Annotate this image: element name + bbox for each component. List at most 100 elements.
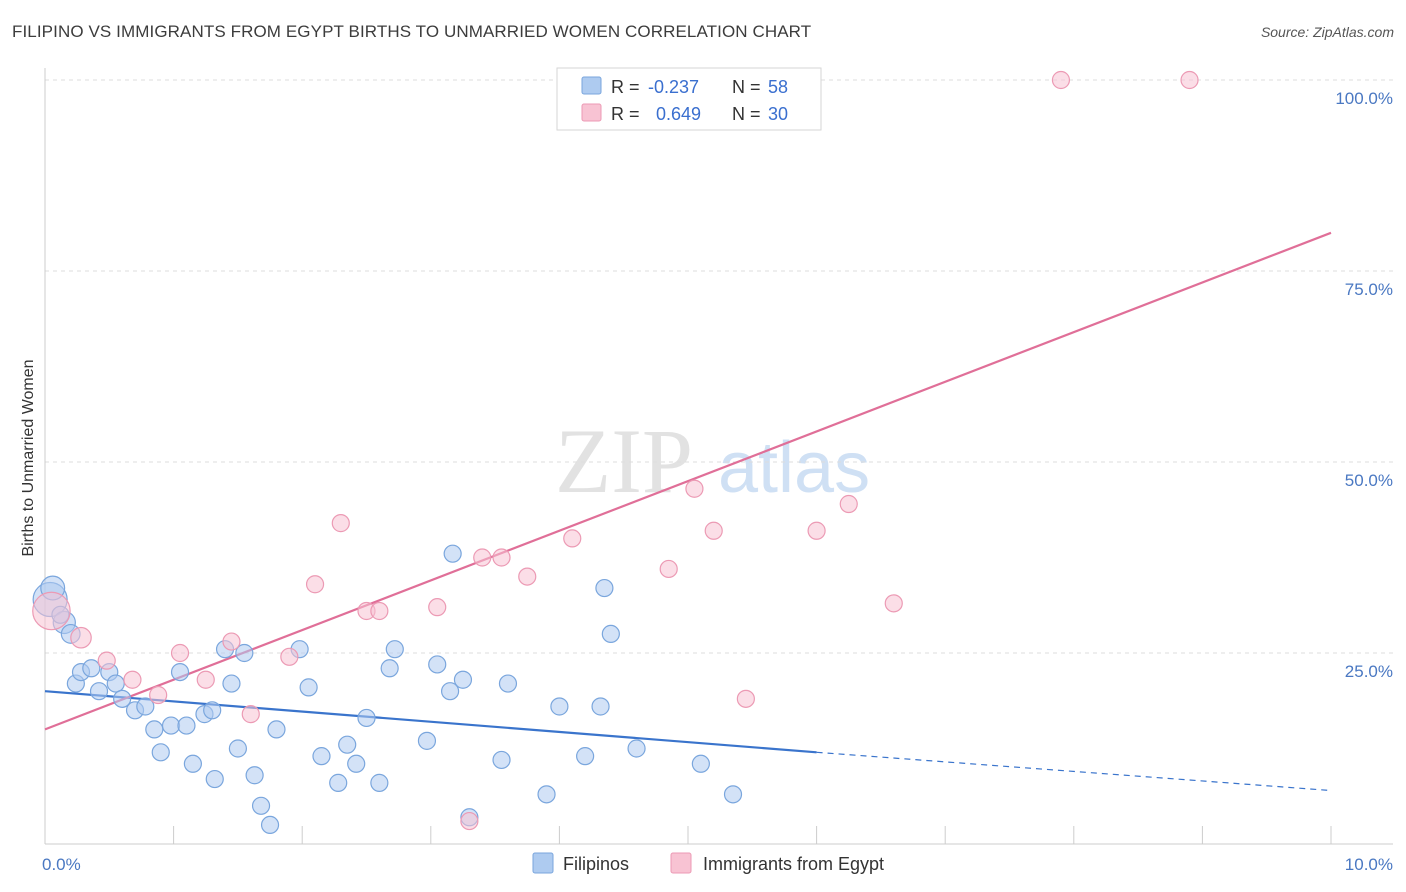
y-tick-label-2: 75.0% xyxy=(1345,280,1393,299)
egypt-point-4 xyxy=(149,685,168,705)
filipinos-point-38 xyxy=(385,640,404,659)
legend-n-label-egypt: N = xyxy=(732,104,761,124)
filipinos-point-37 xyxy=(380,659,399,678)
filipinos-point-8 xyxy=(106,674,125,693)
filipinos-point-34 xyxy=(347,754,366,773)
filipinos-point-53 xyxy=(627,739,646,758)
trend-line-filipinos xyxy=(44,690,817,754)
filipinos-point-12 xyxy=(145,720,164,739)
egypt-point-11 xyxy=(331,514,350,533)
trend-line-filipinos-extension xyxy=(816,751,1332,792)
egypt-point-10 xyxy=(305,575,325,594)
filipinos-point-35 xyxy=(357,708,376,728)
filipinos-point-27 xyxy=(260,815,280,835)
filipinos-point-40 xyxy=(428,655,447,674)
axes xyxy=(44,68,1393,845)
filipinos-point-20 xyxy=(205,769,224,789)
egypt-point-20 xyxy=(659,559,678,579)
egypt-point-17 xyxy=(492,548,511,567)
filipinos-point-24 xyxy=(235,643,254,663)
grid-lines xyxy=(45,79,1393,654)
egypt-point-6 xyxy=(196,670,215,689)
y-tick-label-3: 100.0% xyxy=(1335,89,1393,108)
egypt-point-24 xyxy=(807,521,826,540)
filipinos-point-41 xyxy=(440,682,460,701)
egypt-point-21 xyxy=(685,479,704,498)
bottom-legend-label-egypt: Immigrants from Egypt xyxy=(703,854,884,874)
filipinos-point-25 xyxy=(245,766,264,785)
data-points xyxy=(32,70,1199,835)
legend-n-label-filipinos: N = xyxy=(732,77,761,97)
watermark-zip: ZIP xyxy=(555,410,693,512)
filipinos-point-36 xyxy=(370,773,389,792)
legend-n-value-filipinos: 58 xyxy=(768,77,788,97)
filipinos-point-31 xyxy=(312,747,331,766)
filipinos-point-54 xyxy=(691,754,710,773)
bottom-legend-swatch-egypt xyxy=(670,852,692,874)
filipinos-point-19 xyxy=(203,701,222,720)
egypt-point-2 xyxy=(97,651,116,670)
y-tick-label-0: 25.0% xyxy=(1345,662,1393,681)
series-filipinos xyxy=(32,544,743,835)
egypt-point-7 xyxy=(222,632,241,651)
chart-title: FILIPINO VS IMMIGRANTS FROM EGYPT BIRTHS… xyxy=(12,22,812,41)
source-credit: Source: ZipAtlas.com xyxy=(1260,24,1394,40)
filipinos-point-30 xyxy=(299,678,318,697)
filipinos-point-11 xyxy=(136,697,155,716)
egypt-point-13 xyxy=(370,601,389,621)
y-tick-label-1: 50.0% xyxy=(1345,471,1393,490)
egypt-point-22 xyxy=(704,521,723,540)
filipinos-point-52 xyxy=(601,624,620,644)
legend-r-label-egypt: R = xyxy=(611,104,640,124)
trend-lines xyxy=(44,231,1332,792)
trend-line-egypt xyxy=(44,231,1332,731)
egypt-point-1 xyxy=(70,626,92,649)
egypt-point-19 xyxy=(563,529,582,548)
filipinos-point-51 xyxy=(595,578,614,598)
filipinos-point-13 xyxy=(151,743,170,762)
filipinos-point-28 xyxy=(267,720,286,739)
filipinos-point-48 xyxy=(550,697,569,716)
series-egypt xyxy=(32,70,1199,831)
filipinos-point-22 xyxy=(222,674,241,693)
correlation-legend: R = -0.237 N = 58 R = 0.649 N = 30 xyxy=(556,67,822,131)
filipinos-point-43 xyxy=(453,670,473,689)
filipinos-point-49 xyxy=(576,747,595,766)
filipinos-point-16 xyxy=(177,716,196,735)
filipinos-point-15 xyxy=(170,662,190,682)
filipinos-point-6 xyxy=(89,682,109,701)
egypt-point-26 xyxy=(884,594,903,613)
egypt-point-25 xyxy=(839,494,858,514)
filipinos-point-55 xyxy=(723,785,743,804)
filipinos-point-39 xyxy=(417,731,437,750)
egypt-point-23 xyxy=(736,689,755,708)
egypt-point-14 xyxy=(428,598,447,617)
filipinos-point-46 xyxy=(498,674,518,693)
filipinos-point-33 xyxy=(338,735,357,754)
filipinos-point-17 xyxy=(183,754,202,773)
legend-swatch-filipinos xyxy=(581,76,602,95)
filipinos-point-32 xyxy=(329,773,348,792)
bottom-legend-label-filipinos: Filipinos xyxy=(563,854,629,874)
egypt-point-8 xyxy=(241,705,260,724)
x-tick-label-0: 0.0% xyxy=(42,855,81,874)
egypt-point-15 xyxy=(460,811,479,831)
filipinos-point-9 xyxy=(113,689,132,708)
filipinos-point-14 xyxy=(161,716,181,735)
y-axis-label: Births to Unmarried Women xyxy=(20,359,37,556)
legend-swatch-egypt xyxy=(581,103,602,122)
egypt-point-9 xyxy=(280,647,299,666)
legend-n-value-egypt: 30 xyxy=(768,104,788,124)
egypt-point-16 xyxy=(473,548,492,567)
filipinos-point-42 xyxy=(443,544,462,563)
x-tick-label-1: 10.0% xyxy=(1345,855,1393,874)
filipinos-point-45 xyxy=(492,750,511,770)
filipinos-point-26 xyxy=(251,796,271,815)
egypt-point-27 xyxy=(1051,70,1071,90)
bottom-legend-swatch-filipinos xyxy=(532,852,554,874)
series-legend: Filipinos Immigrants from Egypt xyxy=(532,852,884,874)
egypt-point-0 xyxy=(32,591,71,631)
legend-r-value-filipinos: -0.237 xyxy=(648,77,699,97)
egypt-point-28 xyxy=(1180,70,1199,90)
